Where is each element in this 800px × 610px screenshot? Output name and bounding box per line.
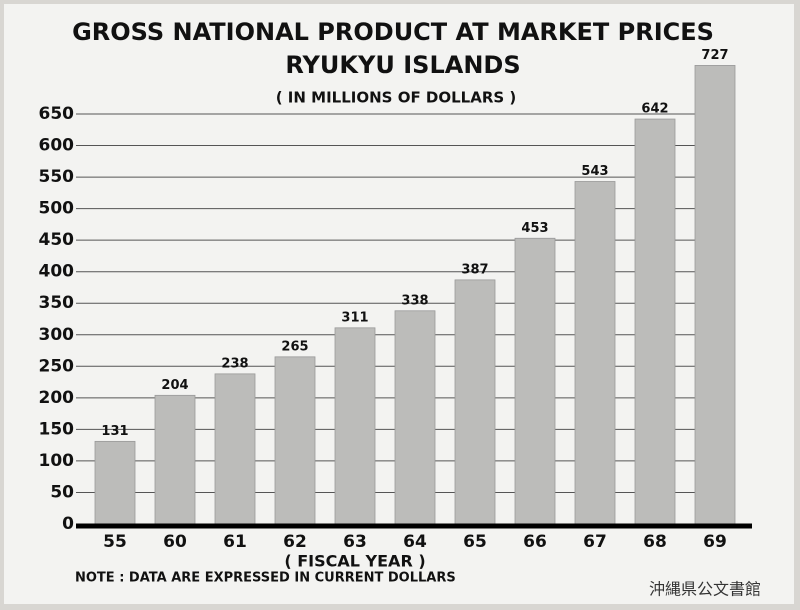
bar [214,373,256,525]
watermark: 沖縄県公文書館 [649,580,761,599]
value-label: 131 [101,424,128,439]
x-tick-label: 66 [523,532,547,552]
bar [274,356,316,525]
y-tick-label: 400 [39,262,75,282]
value-label: 727 [701,48,728,63]
value-label: 265 [281,339,308,354]
bar [574,181,616,525]
y-tick-label: 150 [39,419,75,439]
x-tick-label: 62 [283,532,307,552]
x-tick-label: 67 [583,532,607,552]
value-label: 204 [161,378,188,393]
bar [394,310,436,525]
y-tick-label: 250 [39,356,75,376]
y-tick-label: 550 [39,167,75,187]
bar [634,118,676,525]
bar [334,327,376,525]
chart-subtitle: RYUKYU ISLANDS [285,51,520,79]
bar [514,237,556,525]
y-tick-label: 500 [39,199,75,219]
value-label: 387 [461,262,488,277]
value-label: 642 [641,102,668,117]
x-tick-label: 64 [403,532,427,552]
unit-label: ( IN MILLIONS OF DOLLARS ) [276,89,517,107]
y-tick-label: 100 [39,451,75,471]
x-tick-label: 63 [343,532,367,552]
value-label: 453 [521,221,548,236]
bar [94,440,136,525]
value-label: 238 [221,356,248,371]
y-tick-label: 450 [39,230,75,250]
bar [694,65,736,525]
y-tick-label: 0 [62,514,74,534]
bar [454,279,496,525]
x-tick-label: 65 [463,532,487,552]
x-tick-label: 61 [223,532,247,552]
y-tick-label: 300 [39,325,75,345]
x-axis-label: ( FISCAL YEAR ) [284,552,425,571]
value-label: 338 [401,293,428,308]
chart-title: GROSS NATIONAL PRODUCT AT MARKET PRICES [72,18,714,46]
y-tick-label: 650 [39,104,75,124]
x-tick-label: 55 [103,532,127,552]
x-tick-label: 60 [163,532,187,552]
x-tick-label: 68 [643,532,667,552]
bar [154,394,196,525]
y-tick-label: 50 [50,482,74,502]
value-label: 311 [341,310,368,325]
y-tick-label: 350 [39,293,75,313]
value-label: 543 [581,164,608,179]
y-tick-label: 200 [39,388,75,408]
note: NOTE : DATA ARE EXPRESSED IN CURRENT DOL… [75,571,456,586]
y-tick-label: 600 [39,136,75,156]
x-tick-label: 69 [703,532,727,552]
